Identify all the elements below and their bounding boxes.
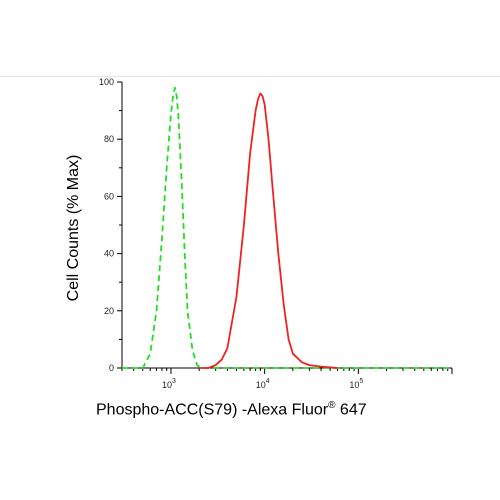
x-tick-label: 105 [349, 378, 363, 390]
y-tick-label: 0 [109, 363, 114, 373]
x-axis-title-registered-mark: ® [328, 400, 336, 411]
x-axis-title: Phospho-ACC(S79) -Alexa Fluor® 647 [96, 396, 456, 420]
solid-red-histogram [199, 92, 338, 369]
series-layer [122, 86, 452, 369]
y-tick-label: 60 [104, 191, 114, 201]
y-axis-title: Cell Counts (% Max) [65, 155, 82, 302]
x-axis-title-main: Phospho-ACC(S79) -Alexa Fluor [96, 401, 329, 419]
x-tick-label-exponent: 5 [359, 378, 363, 385]
x-tick-label-base: 10 [256, 380, 266, 390]
x-tick-label: 103 [162, 378, 176, 390]
y-tick-label: 100 [99, 77, 114, 87]
y-tick-label: 80 [104, 134, 114, 144]
x-axis-title-tail: 647 [335, 401, 367, 419]
x-tick-label-base: 10 [162, 380, 172, 390]
x-tick-label-exponent: 4 [266, 378, 270, 385]
y-tick-label: 40 [104, 249, 114, 259]
x-tick-label-base: 10 [349, 380, 359, 390]
x-tick-label-exponent: 3 [172, 378, 176, 385]
x-axis-ticks: 103 104 105 [121, 368, 453, 390]
top-divider [0, 76, 500, 77]
y-tick-label: 20 [104, 306, 114, 316]
dashed-green-histogram [122, 86, 452, 369]
x-tick-label: 104 [256, 378, 270, 390]
y-axis-ticks: 0 20 40 60 80 100 [99, 77, 122, 373]
